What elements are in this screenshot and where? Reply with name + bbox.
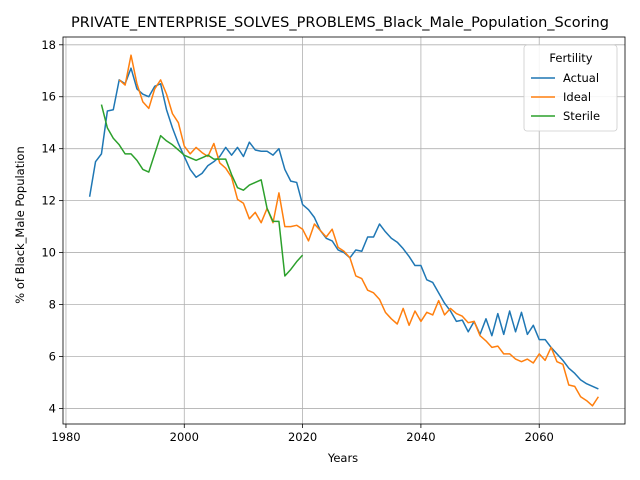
series-line-actual <box>88 67 599 390</box>
y-tick-label: 16 <box>41 90 56 104</box>
y-tick-label: 8 <box>49 298 56 312</box>
y-axis-ticks: 4 6 8 10 12 14 16 18 <box>41 38 63 415</box>
x-tick-label: 1980 <box>51 430 80 444</box>
legend: Fertility Actual Ideal Sterile <box>523 44 618 132</box>
y-tick-label: 14 <box>41 142 56 156</box>
chart-title: PRIVATE_ENTERPRISE_SOLVES_PROBLEMS_Black… <box>71 15 609 31</box>
legend-title: Fertility <box>549 51 592 65</box>
y-tick-label: 10 <box>41 246 56 260</box>
legend-label-ideal: Ideal <box>563 90 591 104</box>
y-axis-label: % of Black_Male Population <box>13 146 27 304</box>
x-tick-label: 2000 <box>170 430 199 444</box>
y-tick-label: 4 <box>49 401 56 415</box>
legend-label-actual: Actual <box>563 71 599 85</box>
plot-frame <box>62 36 626 425</box>
legend-entries: Actual Ideal Sterile <box>531 71 600 123</box>
y-tick-label: 18 <box>41 38 56 52</box>
y-tick-label: 12 <box>41 194 56 208</box>
series-line-sterile <box>100 104 304 277</box>
x-axis-ticks: 1980 2000 2020 2040 2060 <box>51 424 554 444</box>
x-tick-label: 2020 <box>288 430 317 444</box>
series-layer <box>88 54 600 407</box>
series-line-ideal <box>118 54 600 407</box>
x-tick-label: 2040 <box>406 430 435 444</box>
legend-label-sterile: Sterile <box>563 109 600 123</box>
x-tick-label: 2060 <box>525 430 554 444</box>
y-tick-label: 6 <box>49 349 56 363</box>
x-axis-label: Years <box>327 451 358 465</box>
legend-box <box>523 44 618 132</box>
